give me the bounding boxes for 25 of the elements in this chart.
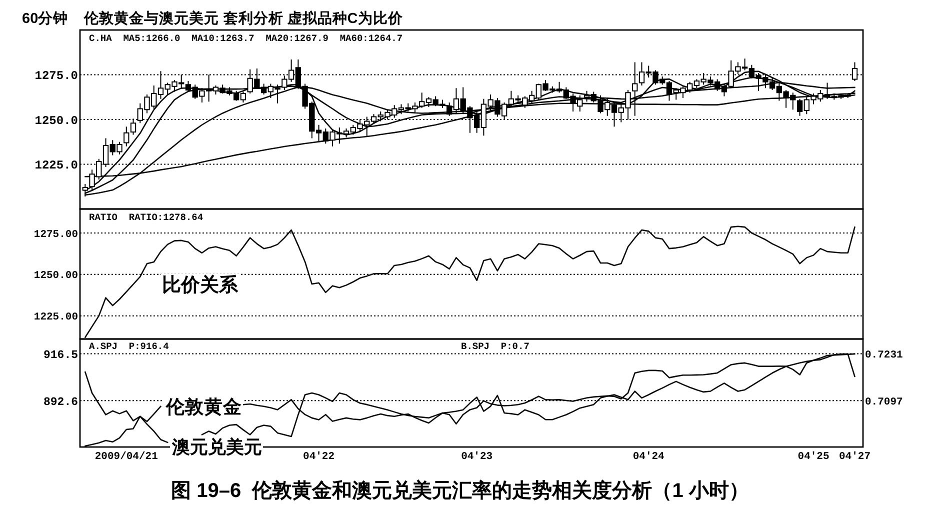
y-tick-label: 1250.00 (34, 270, 78, 282)
y2-tick-label: 0.7231 (865, 350, 903, 362)
x-tick-label: 04'27 (838, 451, 871, 463)
x-tick-label: 04'23 (461, 451, 493, 463)
caption: 图 19–6 伦敦黄金和澳元兑美元汇率的走势相关度分析（1 小时） (171, 479, 749, 502)
chart-subtitle: C.HA MA5:1266.0 MA10:1263.7 MA20:1267.9 MA60:1264.7 (89, 33, 403, 44)
series-label: 伦敦黄金 (165, 396, 242, 417)
y-tick-label: 916.5 (43, 348, 78, 362)
x-tick-label: 04'22 (303, 451, 335, 463)
y-tick-label: 1250.0 (34, 114, 78, 128)
x-tick-label: 2009/04/21 (94, 451, 158, 463)
y-tick-label: 1225.00 (34, 312, 78, 324)
y-tick-label: 1275.0 (34, 69, 78, 84)
annotation: B.SPJ P:0.7 (461, 341, 530, 352)
y-tick-label: 1225.0 (34, 158, 78, 173)
series-label: 比价关系 (162, 274, 239, 296)
chart-subtitle: RATIO RATIO:1278.64 (89, 212, 204, 223)
x-tick-label: 04'25 (798, 451, 830, 463)
x-tick-label: 04'24 (632, 451, 664, 463)
y2-tick-label: 0.7097 (865, 396, 903, 408)
chart-title: 60分钟 伦敦黄金与澳元美元 套利分析 虚拟品种C为比价 (22, 9, 404, 27)
series-label: 澳元兑美元 (171, 437, 262, 457)
y-tick-label: 892.6 (43, 396, 78, 409)
y-tick-label: 1275.00 (34, 228, 78, 241)
annotation: A.SPJ P:916.4 (89, 341, 170, 352)
